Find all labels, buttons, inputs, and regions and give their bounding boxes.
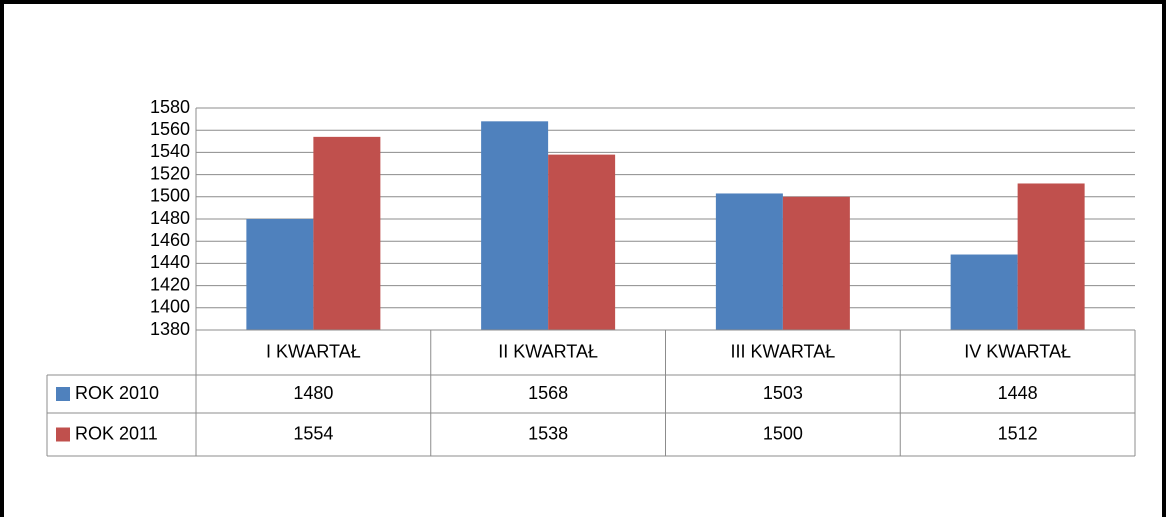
y-tick-label: 1400 bbox=[150, 297, 190, 317]
category-label: II KWARTAŁ bbox=[498, 341, 598, 361]
legend-label: ROK 2011 bbox=[75, 423, 158, 443]
bar bbox=[481, 121, 549, 330]
legend-swatch bbox=[56, 387, 70, 401]
table-value: 1503 bbox=[763, 383, 803, 403]
y-tick-label: 1380 bbox=[150, 319, 190, 339]
bar bbox=[548, 154, 616, 330]
bar bbox=[782, 196, 850, 330]
y-tick-label: 1460 bbox=[150, 230, 190, 250]
bar bbox=[313, 136, 381, 330]
table-value: 1554 bbox=[293, 423, 333, 443]
y-tick-label: 1540 bbox=[150, 141, 190, 161]
table-value: 1480 bbox=[293, 383, 333, 403]
y-tick-label: 1580 bbox=[150, 97, 190, 117]
table-value: 1568 bbox=[528, 383, 568, 403]
bar bbox=[950, 254, 1018, 330]
y-tick-label: 1560 bbox=[150, 119, 190, 139]
bar bbox=[715, 193, 783, 330]
table-value: 1500 bbox=[763, 423, 803, 443]
table-value: 1448 bbox=[998, 383, 1038, 403]
legend-swatch bbox=[56, 427, 70, 442]
y-tick-label: 1520 bbox=[150, 163, 190, 183]
legend-label: ROK 2010 bbox=[75, 383, 159, 403]
bar bbox=[246, 219, 314, 330]
category-label: IV KWARTAŁ bbox=[964, 341, 1071, 361]
y-tick-label: 1500 bbox=[150, 186, 190, 206]
y-tick-label: 1420 bbox=[150, 274, 190, 294]
table-value: 1538 bbox=[528, 423, 568, 443]
bar bbox=[1017, 183, 1085, 330]
category-label: III KWARTAŁ bbox=[731, 341, 836, 361]
category-label: I KWARTAŁ bbox=[266, 341, 361, 361]
table-value: 1512 bbox=[998, 423, 1038, 443]
y-tick-label: 1480 bbox=[150, 208, 190, 228]
y-tick-label: 1440 bbox=[150, 252, 190, 272]
